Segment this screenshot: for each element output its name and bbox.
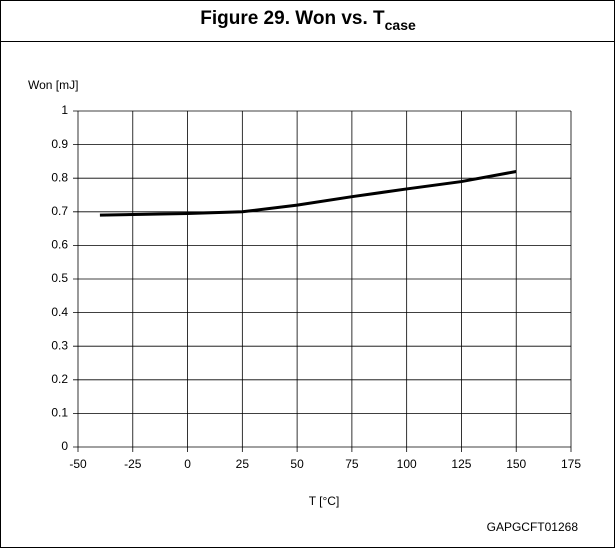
title-main: Figure 29. Won vs. T xyxy=(200,8,385,29)
x-tick-label: 50 xyxy=(290,457,304,471)
y-tick-label: 0 xyxy=(61,439,68,453)
y-tick-label: 0.3 xyxy=(51,338,68,352)
y-tick-label: 0.1 xyxy=(51,406,68,420)
y-tick-label: 0.7 xyxy=(51,204,68,218)
y-tick-label: 0.5 xyxy=(51,271,68,285)
y-tick-label: 0.6 xyxy=(51,238,68,252)
y-tick-label: 0.4 xyxy=(51,305,68,319)
x-tick-label: -50 xyxy=(69,457,87,471)
y-tick-label: 0.8 xyxy=(51,170,68,184)
y-tick-label: 0.9 xyxy=(51,137,68,151)
y-tick-label: 1 xyxy=(61,103,68,117)
x-tick-label: 100 xyxy=(397,457,417,471)
x-tick-label: 0 xyxy=(184,457,191,471)
x-tick-label: -25 xyxy=(124,457,142,471)
x-tick-label: 75 xyxy=(345,457,359,471)
y-axis-label: Won [mJ] xyxy=(28,78,78,92)
title-subscript: case xyxy=(385,17,416,33)
x-tick-label: 125 xyxy=(451,457,471,471)
footnote: GAPGCFT01268 xyxy=(487,520,579,534)
chart-title: Figure 29. Won vs. Tcase xyxy=(200,8,416,33)
x-axis-label: T [°C] xyxy=(309,494,340,508)
y-tick-label: 0.2 xyxy=(51,372,68,386)
x-tick-label: 150 xyxy=(506,457,526,471)
x-tick-label: 25 xyxy=(236,457,250,471)
data-line xyxy=(99,170,517,217)
x-tick-label: 175 xyxy=(561,457,581,471)
